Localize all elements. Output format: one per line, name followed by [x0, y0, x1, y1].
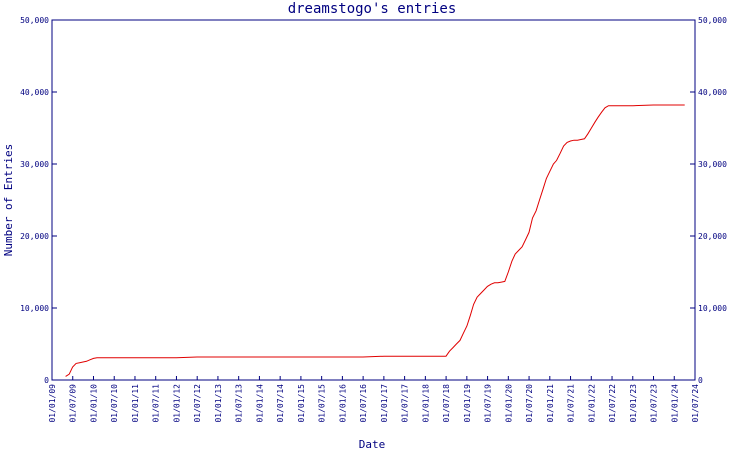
x-tick-label: 01/01/11	[131, 384, 140, 423]
x-tick-label: 01/07/11	[152, 384, 161, 423]
plot-frame	[51, 19, 696, 381]
chart-title: dreamstogo's entries	[288, 1, 457, 17]
x-axis-label: Date	[359, 438, 386, 450]
x-tick-label: 01/07/15	[318, 384, 327, 423]
x-tick-label: 01/07/23	[650, 384, 659, 423]
x-tick-label: 01/01/21	[546, 384, 555, 423]
y-right-tick-label: 0	[698, 376, 703, 385]
y-left-tick-label: 30,000	[20, 160, 49, 169]
y-left-tick-label: 0	[44, 376, 49, 385]
y-axis-right-ticks: 0 10,000 20,000 30,000 40,000 50,000	[690, 16, 727, 385]
y-right-tick-label: 40,000	[698, 88, 727, 97]
x-tick-label: 01/07/09	[69, 384, 78, 423]
y-right-tick-label: 50,000	[698, 16, 727, 25]
x-tick-label: 01/01/13	[214, 384, 223, 423]
x-tick-label: 01/07/24	[691, 384, 700, 423]
x-tick-label: 01/01/12	[172, 384, 181, 423]
x-tick-label: 01/01/10	[89, 384, 98, 423]
series-line	[65, 104, 685, 377]
y-right-tick-label: 20,000	[698, 232, 727, 241]
x-tick-label: 01/01/18	[421, 384, 430, 423]
x-tick-label: 01/07/19	[484, 384, 493, 423]
x-axis-ticks: 01/01/09 01/07/09 01/01/10 01/07/10 01/01/11…	[48, 376, 700, 423]
y-axis-left-ticks: 0 10,000 20,000 30,000 40,000 50,000	[20, 16, 57, 385]
y-left-tick-label: 40,000	[20, 88, 49, 97]
x-tick-label: 01/07/18	[442, 384, 451, 423]
x-tick-label: 01/01/09	[48, 384, 57, 423]
x-tick-label: 01/01/17	[380, 384, 389, 423]
x-tick-label: 01/07/13	[235, 384, 244, 423]
x-tick-label: 01/01/24	[670, 384, 679, 423]
x-tick-label: 01/01/20	[504, 384, 513, 423]
x-tick-label: 01/07/21	[567, 384, 576, 423]
y-left-tick-label: 10,000	[20, 304, 49, 313]
x-tick-label: 01/01/15	[297, 384, 306, 423]
x-tick-label: 01/01/19	[463, 384, 472, 423]
x-tick-label: 01/01/23	[629, 384, 638, 423]
x-tick-label: 01/07/12	[193, 384, 202, 423]
y-right-tick-label: 30,000	[698, 160, 727, 169]
x-tick-label: 01/07/10	[110, 384, 119, 423]
y-axis-label: Number of Entries	[2, 144, 15, 257]
x-tick-label: 01/01/22	[587, 384, 596, 423]
y-left-tick-label: 50,000	[20, 16, 49, 25]
y-right-tick-label: 10,000	[698, 304, 727, 313]
x-tick-label: 01/07/16	[359, 384, 368, 423]
plot-border	[51, 19, 696, 381]
y-left-tick-label: 20,000	[20, 232, 49, 241]
x-tick-label: 01/07/20	[525, 384, 534, 423]
x-tick-label: 01/07/14	[276, 384, 285, 423]
x-tick-label: 01/01/16	[338, 384, 347, 423]
x-tick-label: 01/01/14	[255, 384, 264, 423]
x-tick-label: 01/07/22	[608, 384, 617, 423]
x-tick-label: 01/07/17	[401, 384, 410, 423]
